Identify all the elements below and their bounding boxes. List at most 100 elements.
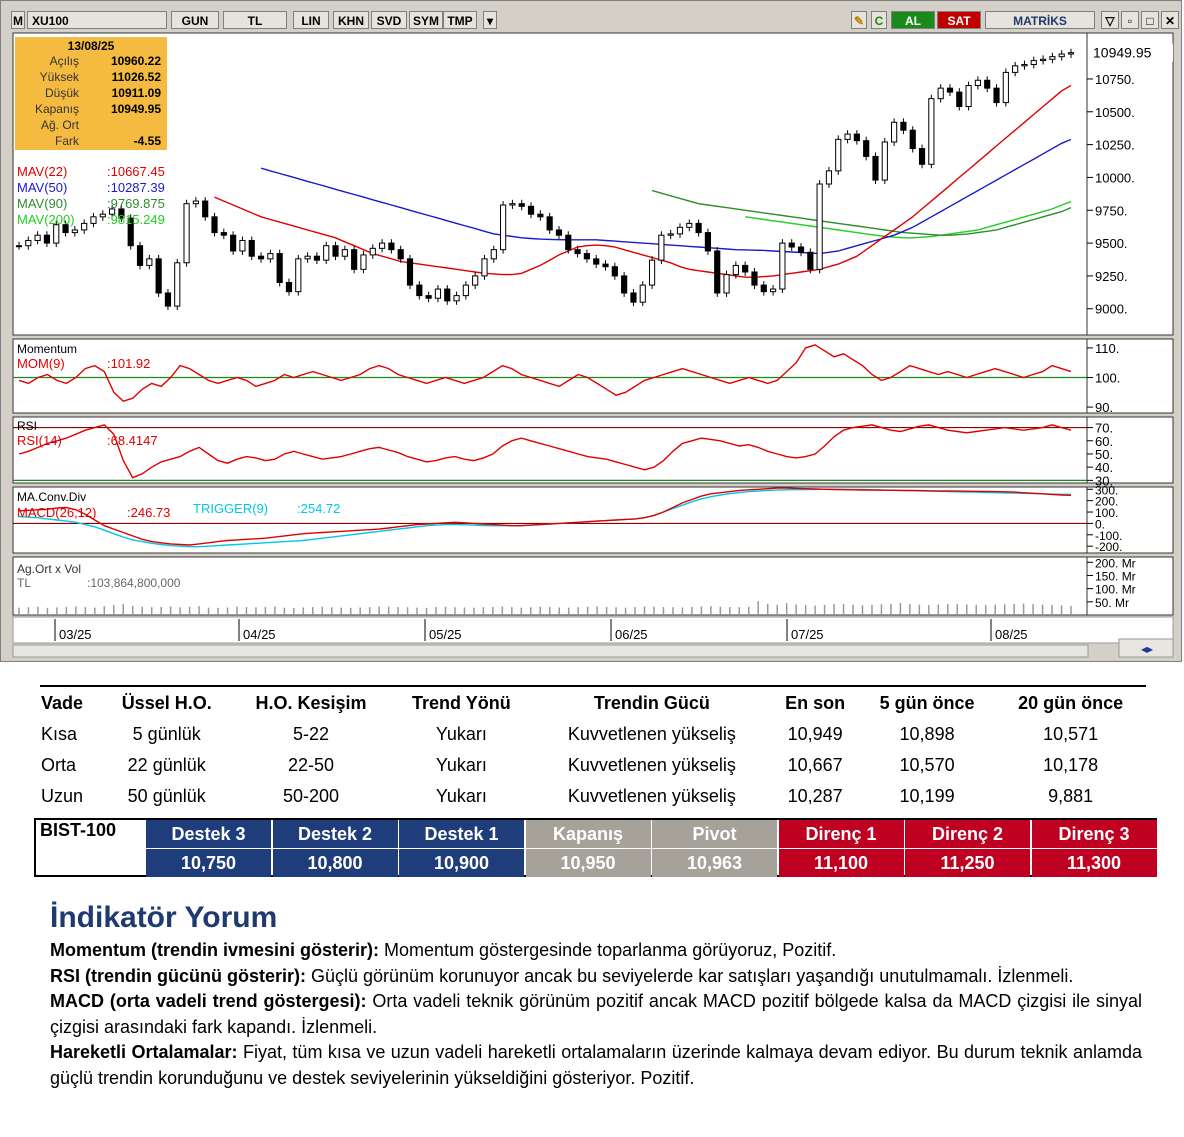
candle-body	[462, 284, 469, 297]
candle-body	[537, 213, 544, 218]
table-cell: 10,570	[899, 755, 955, 775]
table-header: Trend Yönü	[412, 692, 511, 713]
candle-body	[835, 138, 842, 172]
candle-body	[220, 232, 227, 236]
level-value: 10,750	[180, 853, 237, 873]
candle-body	[397, 249, 404, 260]
level-name: Pivot	[652, 820, 777, 849]
chart-panel-0	[12, 32, 1174, 336]
commentary-item: MACD (orta vadeli trend göstergesi): Ort…	[50, 989, 1142, 1040]
level-name: Direnç 3	[1031, 820, 1157, 849]
y-tick-label: 100.	[1095, 370, 1120, 385]
level-cell: Direnç 3 11,300	[1031, 820, 1157, 877]
candle-body	[1049, 56, 1056, 60]
collapse-icon[interactable]: ▽	[1101, 11, 1119, 29]
y-tick-label: 60.	[1095, 434, 1113, 449]
candle-body	[928, 98, 935, 165]
ma50-line	[260, 138, 1072, 255]
dropdown-arrow-icon[interactable]: ▾	[483, 11, 497, 29]
ma90-line	[651, 189, 1072, 236]
last-price-box	[1089, 43, 1173, 62]
candle-body	[453, 295, 460, 302]
y-tick-label: 50. Mr	[1095, 596, 1129, 610]
symbol-field[interactable]: XU100	[27, 11, 167, 29]
toolbar-button-svd[interactable]: SVD	[371, 11, 407, 29]
candle-body	[174, 262, 181, 307]
candle-body	[444, 288, 451, 302]
candle-body	[555, 229, 563, 236]
infobox-value: 10960.22	[110, 54, 161, 68]
infobox-key: Kapanış	[34, 102, 79, 116]
level-cell: Destek 2 10,800	[272, 820, 398, 877]
candle-body	[1030, 60, 1037, 66]
toolbar-button-gun[interactable]: GUN	[171, 11, 219, 29]
infobox-key: Düşük	[44, 86, 79, 100]
toolbar-button-khn[interactable]: KHN	[333, 11, 369, 29]
candle-body	[965, 85, 972, 108]
chart-panel-2	[12, 416, 1174, 484]
chart-window: M XU100 GUN TL LIN KHN SVD SYM TMP ▾ ✎ C AL SA…	[0, 0, 1182, 662]
refresh-icon[interactable]: C	[871, 11, 887, 29]
candle-body	[788, 242, 795, 248]
close-icon[interactable]: ✕	[1161, 11, 1179, 29]
toolbar-button-tmp[interactable]: TMP	[443, 11, 477, 29]
candle-body	[695, 222, 702, 234]
candle-body	[146, 258, 153, 266]
candle-body	[109, 208, 116, 215]
sell-button[interactable]: SAT	[937, 11, 981, 29]
y-tick-label: 30.	[1095, 473, 1113, 488]
candle-body	[769, 288, 777, 293]
candle-body	[946, 87, 954, 93]
level-cell: Destek 1 10,900	[399, 820, 524, 877]
level-name: Destek 3	[146, 820, 271, 849]
candle-body	[872, 155, 879, 181]
indicator-commentary: İndikatör Yorum Momentum (trendin ivmesi…	[50, 900, 1142, 1091]
maximize-icon[interactable]: □	[1141, 11, 1159, 29]
candle-body	[704, 232, 712, 252]
ohlc-infobox: 13/08/25 Açılış 10960.22 Yüksek 11026.52 Düş…	[15, 37, 167, 150]
tools-icon[interactable]: ✎	[851, 11, 867, 29]
candle-body	[183, 203, 190, 264]
h-scrollbar	[12, 644, 1089, 658]
toolbar-button-lin[interactable]: LIN	[293, 11, 329, 29]
candle-body	[742, 264, 749, 273]
infobox-row: Ağ. Ort	[15, 117, 167, 133]
matriks-menu-button[interactable]: M	[11, 11, 25, 29]
candle-body	[853, 133, 860, 142]
infobox-value: 11026.52	[111, 70, 161, 84]
buy-button[interactable]: AL	[891, 11, 935, 29]
candle-body	[490, 249, 497, 260]
x-tick-label: 03/25	[59, 627, 92, 642]
table-cell: 10,667	[787, 755, 843, 775]
candle-body	[90, 216, 97, 224]
commentary-label: MACD (orta vadeli trend göstergesi):	[50, 991, 367, 1011]
candle-body	[527, 205, 535, 215]
toolbar-button-tl[interactable]: TL	[223, 11, 287, 29]
candle-body	[99, 213, 106, 218]
ma-legend-value: :10667.45	[107, 164, 165, 179]
table-cell: 10,178	[1043, 755, 1099, 775]
commentary-text: Fiyat, tüm kısa ve uzun vadeli hareketli…	[50, 1042, 1143, 1088]
table-cell: 22 günlük	[127, 755, 206, 775]
y-tick-label: 9500.	[1095, 236, 1128, 251]
candle-body	[81, 222, 88, 231]
minimize-icon[interactable]: ▫	[1121, 11, 1139, 29]
toolbar-button-sym[interactable]: SYM	[409, 11, 443, 29]
chart-panel-4	[12, 556, 1174, 616]
candle-body	[472, 275, 479, 286]
momentum-title: Momentum	[17, 342, 77, 356]
candle-body	[295, 258, 302, 293]
candle-body	[267, 253, 274, 260]
candle-body	[909, 129, 916, 150]
momentum-value: :101.92	[107, 356, 150, 371]
infobox-row: Kapanış 10949.95	[15, 101, 167, 117]
momentum-series-label: MOM(9)	[17, 356, 65, 371]
trigger-series-label: TRIGGER(9)	[193, 501, 268, 516]
candle-body	[211, 216, 218, 234]
table-header: Üssel H.O.	[121, 692, 212, 713]
candle-body	[239, 239, 246, 252]
y-tick-label: 200. Mr	[1095, 556, 1136, 570]
chart-panel-3	[12, 486, 1174, 554]
candle-body	[230, 234, 237, 252]
candle-body	[500, 204, 507, 251]
